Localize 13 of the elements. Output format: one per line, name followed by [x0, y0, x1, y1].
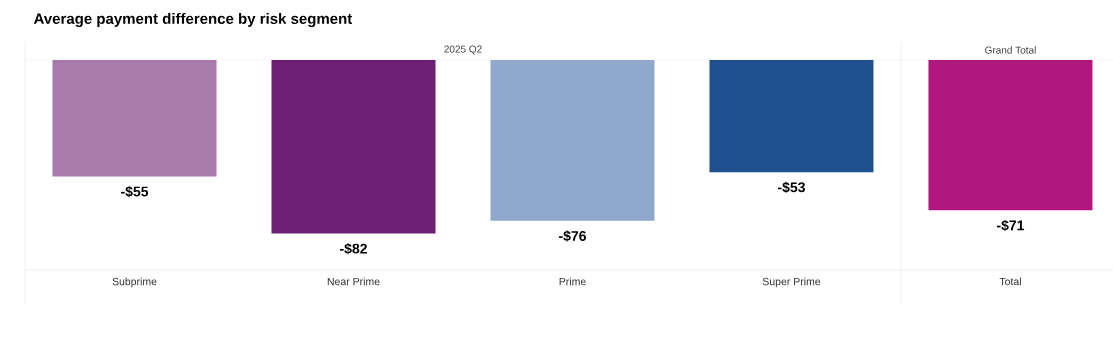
chart-title: Average payment difference by risk segment [33, 12, 353, 28]
text: 2025 Q2 [444, 45, 482, 55]
data-label: -$82 [340, 243, 367, 255]
x-tick-label: Super Prime [762, 277, 821, 288]
data-label: -$55 [121, 185, 149, 198]
data-label: -$76 [559, 230, 586, 242]
x-tick-label: Near Prime [327, 277, 380, 286]
data-label: -$71 [997, 219, 1025, 232]
x-tick-label: Prime [559, 277, 586, 286]
text: Grand Total [985, 46, 1036, 54]
x-tick-label: Total [999, 277, 1021, 286]
data-label: -$53 [778, 181, 805, 194]
x-tick-label: Subprime [112, 277, 157, 288]
